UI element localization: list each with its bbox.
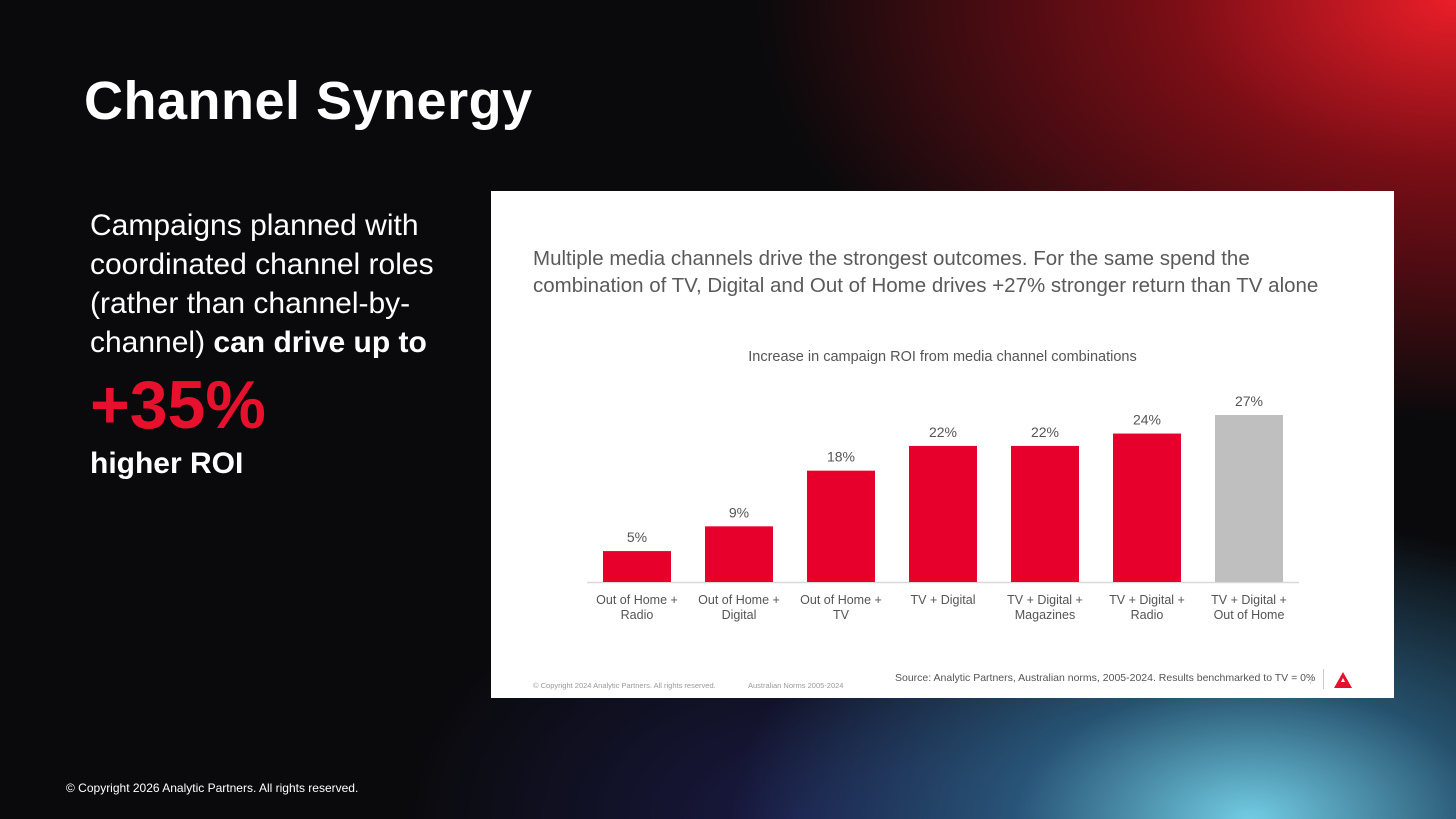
category-label: Magazines (1015, 608, 1075, 622)
bar-value-label: 5% (627, 529, 647, 545)
chart-source: Source: Analytic Partners, Australian no… (895, 672, 1316, 684)
bar-value-label: 24% (1133, 412, 1161, 428)
panel-norms: Australian Norms 2005-2024 (748, 681, 844, 690)
panel-copyright: © Copyright 2024 Analytic Partners. All … (533, 681, 716, 690)
bar-value-label: 22% (1031, 424, 1059, 440)
category-label: Out of Home + (800, 593, 882, 607)
key-message: Campaigns planned with coordinated chann… (90, 206, 480, 482)
key-message-text: Campaigns planned with coordinated chann… (90, 209, 434, 359)
category-label: TV + Digital + (1211, 593, 1287, 607)
bar-value-label: 22% (929, 424, 957, 440)
page-number: 7 (1309, 680, 1313, 686)
category-label: TV + Digital + (1109, 593, 1185, 607)
footer-copyright: © Copyright 2026 Analytic Partners. All … (66, 781, 359, 795)
category-label: TV + Digital + (1007, 593, 1083, 607)
category-label: Digital (722, 608, 757, 622)
panel-headline: Multiple media channels drive the strong… (533, 247, 1319, 297)
category-label: Radio (621, 608, 654, 622)
category-label: Out of Home + (698, 593, 780, 607)
bar (1215, 415, 1283, 582)
category-label: TV + Digital (911, 593, 976, 607)
bar-value-label: 9% (729, 504, 749, 520)
roi-stat: +35% (90, 367, 266, 443)
roi-stat-caption: higher ROI (90, 447, 244, 480)
bar-value-label: 27% (1235, 393, 1263, 409)
slide-title: Channel Synergy (84, 71, 533, 131)
key-message-emphasis: can drive up to (213, 326, 427, 359)
category-label: TV (833, 608, 850, 622)
bar (909, 445, 977, 582)
logo-divider (1323, 669, 1324, 689)
bar-value-label: 18% (827, 449, 855, 465)
chart-title: Increase in campaign ROI from media chan… (748, 349, 1137, 365)
category-label: Out of Home + (596, 593, 678, 607)
category-label: Radio (1131, 608, 1164, 622)
bar (1113, 433, 1181, 582)
bar (603, 551, 671, 582)
category-label: Out of Home (1214, 608, 1285, 622)
bar (1011, 445, 1079, 582)
chart-panel: Multiple media channels drive the strong… (491, 191, 1394, 698)
analytic-partners-logo-icon (1334, 672, 1352, 688)
bar (705, 526, 773, 582)
bar (807, 470, 875, 582)
